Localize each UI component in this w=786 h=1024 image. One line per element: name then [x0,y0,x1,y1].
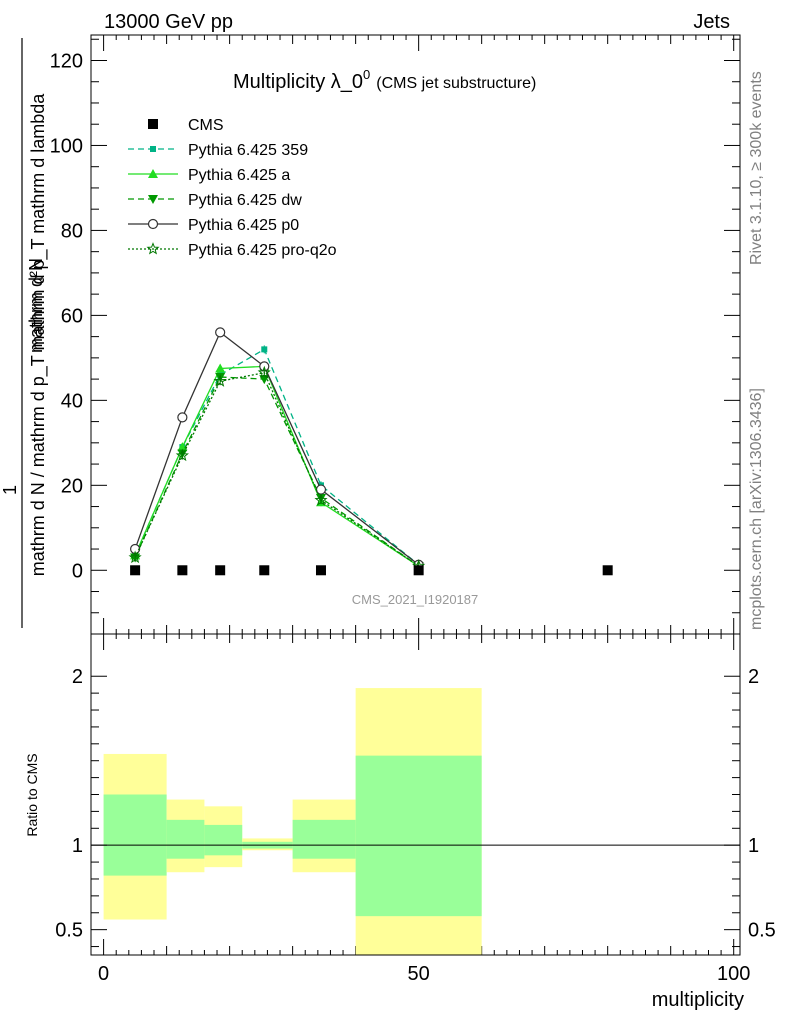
ylabel-top: mathrm d²N [26,258,46,353]
marker [148,195,158,204]
ratio-band-inner [292,819,356,859]
marker [314,493,328,506]
legend-label: Pythia 6.425 dw [188,192,302,209]
chart-title: Multiplicity λ_00 (CMS jet substructure) [233,67,536,93]
chart-title-main: Multiplicity λ_0 [233,71,363,93]
marker [147,218,159,230]
marker [261,346,268,353]
data-point [177,565,188,576]
series-line [134,331,420,566]
ratio-y-tick-label: 1 [72,835,83,857]
y-tick-label: 100 [50,135,83,157]
main-ylabel: mathrm d²N 1 mathrm d N / mathrm d p_T m… [0,38,49,628]
ratio-plot: 0 50 100 0.5 0.5 1 1 2 2 [55,633,776,985]
data-point [130,565,141,576]
ratio-y-tick-label-right: 0.5 [748,920,776,942]
legend-label: Pythia 6.425 p0 [188,217,299,234]
legend-label: Pythia 6.425 pro-q2o [188,242,337,259]
marker [213,374,227,387]
marker [175,448,189,462]
y-tick-label: 80 [61,220,83,242]
marker [146,242,160,255]
data-point [259,565,270,576]
x-tick-label: 100 [717,963,750,985]
ratio-band-inner [355,755,482,917]
data-point [315,565,326,576]
y-tick-label: 40 [61,390,83,412]
ratio-y-tick-label-right: 1 [748,835,759,857]
marker [177,412,188,423]
series-line [134,371,420,567]
marker [148,169,158,178]
data-point [413,565,424,576]
ratio-y-tick-label: 0.5 [55,920,83,942]
x-tick-label: 50 [408,963,430,985]
data-point [602,565,613,576]
rivet-label: Rivet 3.1.10, ≥ 300k events [748,71,765,265]
legend-label: CMS [188,117,224,134]
ylabel-den: mathrm d N / mathrm d p_T mathrm d p_T m… [28,93,49,576]
legend-label: Pythia 6.425 a [188,167,290,184]
ratio-band-inner [103,794,167,876]
series-line [134,365,420,567]
marker [215,363,226,373]
watermark: CMS_2021_I1920187 [352,592,479,607]
series-pythia-6-425-359 [132,345,422,569]
legend: CMS Pythia 6.425 359 Pythia 6.425 a Pythia … [128,117,337,259]
marker [177,442,188,452]
xlabel: multiplicity [652,989,744,1011]
chart-title-sup: 0 [363,67,370,82]
marker [150,146,156,152]
series-pythia-6-425-pro-q2o [128,365,426,572]
mcplots-label: mcplots.cern.ch [arXiv:1306.3436] [748,388,765,630]
y-tick-label: 60 [61,305,83,327]
ratio-band-inner [166,819,205,859]
chart-subtitle: (CMS jet substructure) [376,75,536,92]
ylabel-num: 1 [0,485,20,495]
header-right: Jets [693,11,730,33]
header-left: 13000 GeV pp [104,11,233,33]
ratio-y-tick-label-right: 2 [748,666,759,688]
marker [128,550,142,564]
data-point [215,565,226,576]
ratio-ylabel: Ratio to CMS [24,753,40,836]
data-point [148,119,158,129]
y-tick-label: 0 [72,560,83,582]
marker [215,327,226,338]
legend-label: Pythia 6.425 359 [188,142,308,159]
series-line [134,376,420,567]
x-tick-label: 0 [98,963,109,985]
ratio-band-inner [204,824,243,856]
y-tick-label: 20 [61,475,83,497]
ratio-y-tick-label: 2 [72,666,83,688]
series-line [134,348,420,566]
marker [257,365,271,379]
y-tick-label: 120 [50,50,83,72]
